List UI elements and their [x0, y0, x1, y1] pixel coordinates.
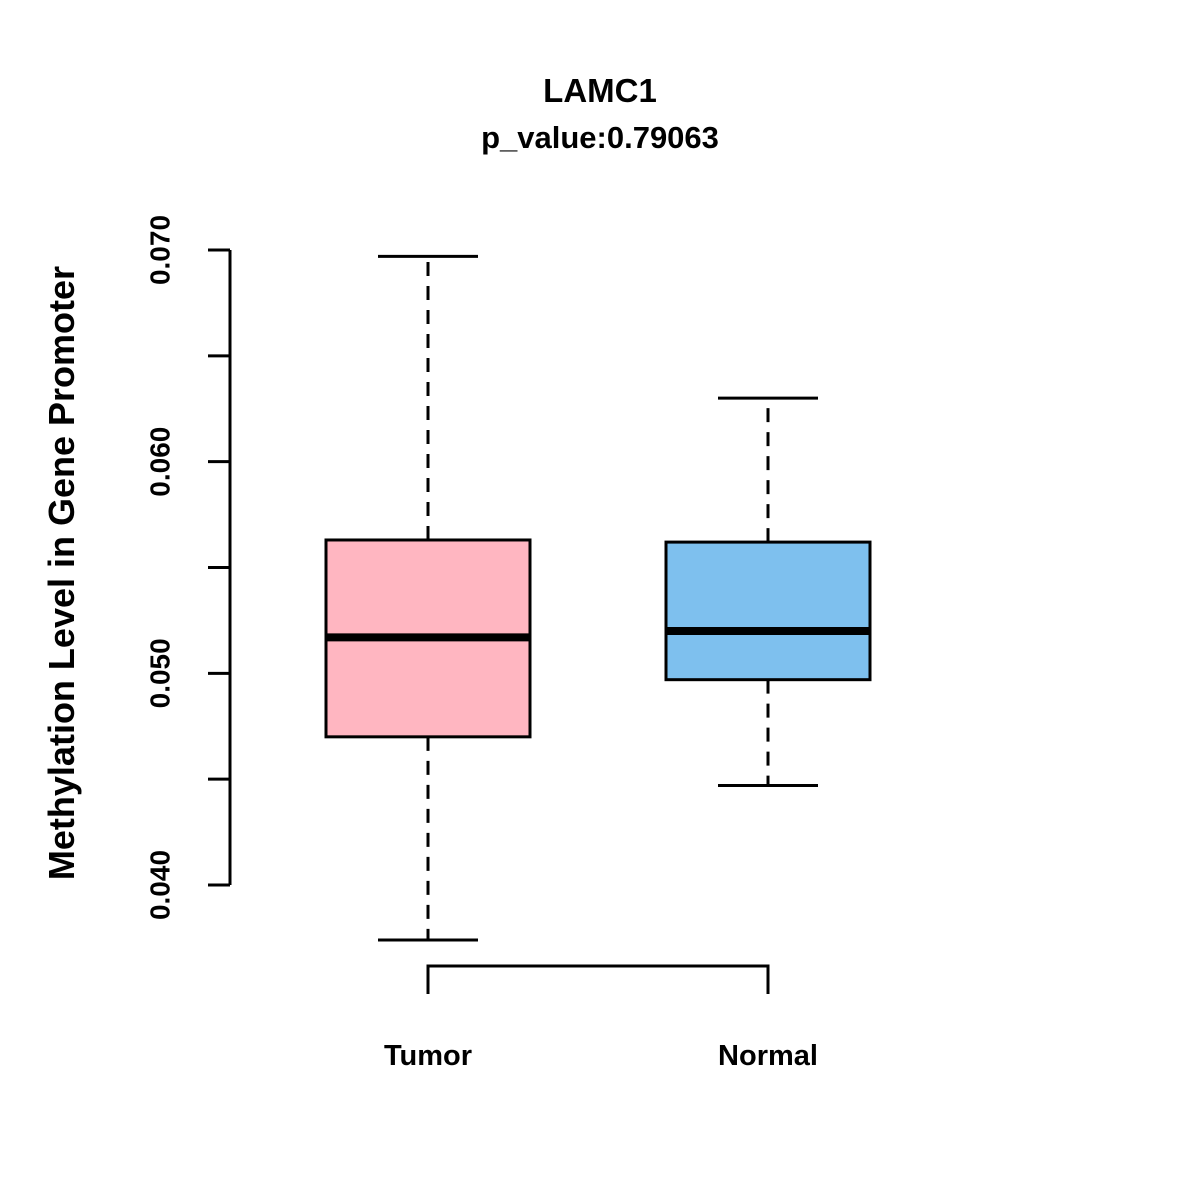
x-category-label-normal: Normal	[718, 1040, 818, 1072]
box-normal	[664, 540, 872, 682]
y-tick-label: 0.060	[144, 427, 175, 497]
y-tick-label: 0.040	[144, 850, 175, 920]
y-tick-label: 0.070	[144, 215, 175, 285]
chart-subtitle: p_value:0.79063	[481, 120, 719, 155]
x-axis-line	[426, 964, 770, 994]
x-category-label-tumor: Tumor	[383, 1040, 473, 1072]
chart-title: LAMC1	[543, 72, 657, 109]
y-tick-label: 0.050	[144, 638, 175, 708]
